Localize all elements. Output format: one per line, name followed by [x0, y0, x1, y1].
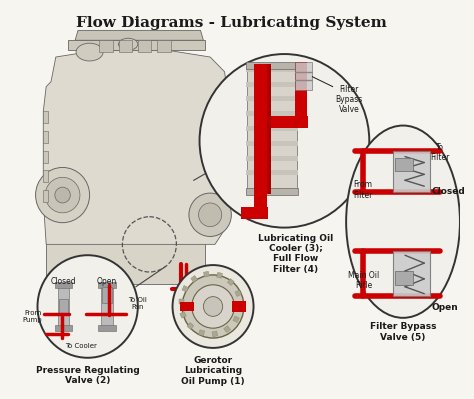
Bar — [267, 64, 271, 194]
Polygon shape — [68, 40, 205, 50]
Bar — [246, 170, 298, 175]
Ellipse shape — [76, 43, 103, 61]
Bar — [271, 116, 308, 128]
Bar — [246, 156, 298, 160]
Ellipse shape — [173, 265, 254, 348]
Bar — [58, 285, 69, 328]
Bar — [157, 40, 171, 52]
Bar — [246, 111, 298, 116]
Text: To Cooler: To Cooler — [65, 343, 97, 349]
Bar — [43, 131, 48, 143]
Text: Flow Diagrams - Lubricating System: Flow Diagrams - Lubricating System — [76, 16, 387, 30]
Text: Lubricating Oil
Cooler (3);
Full Flow
Filter (4): Lubricating Oil Cooler (3); Full Flow Fi… — [258, 233, 334, 274]
Bar — [199, 330, 205, 336]
Bar — [180, 302, 194, 312]
Bar — [180, 312, 186, 318]
Circle shape — [36, 168, 90, 223]
Bar — [237, 304, 243, 309]
Text: Main Oil
Rifle: Main Oil Rifle — [348, 271, 379, 290]
Bar — [246, 188, 298, 195]
Bar — [241, 207, 268, 219]
Bar — [295, 62, 307, 116]
Circle shape — [192, 285, 234, 328]
Text: From
Pump: From Pump — [23, 310, 42, 324]
Bar — [246, 62, 298, 69]
Bar — [247, 64, 297, 192]
Text: Open: Open — [432, 302, 459, 312]
Bar — [395, 158, 413, 172]
Bar — [393, 151, 430, 192]
Bar — [232, 300, 246, 312]
Text: To Oil
Pan: To Oil Pan — [128, 296, 147, 310]
Bar — [217, 272, 222, 278]
Polygon shape — [43, 50, 229, 244]
Bar — [46, 239, 205, 284]
Bar — [182, 285, 188, 292]
Bar — [246, 97, 298, 101]
Bar — [254, 64, 267, 194]
Text: From
Filter: From Filter — [353, 180, 372, 200]
Circle shape — [182, 275, 244, 338]
Bar — [98, 282, 116, 288]
Bar — [43, 170, 48, 182]
Bar — [246, 67, 298, 72]
Bar — [191, 275, 198, 282]
Bar — [98, 325, 116, 331]
Circle shape — [199, 203, 222, 227]
Circle shape — [203, 296, 223, 316]
Ellipse shape — [118, 38, 138, 50]
Text: Filter
Bypass
Valve: Filter Bypass Valve — [336, 85, 363, 115]
Bar — [43, 190, 48, 202]
Bar — [55, 325, 72, 331]
Bar — [118, 40, 132, 52]
Bar — [295, 62, 312, 89]
Bar — [102, 287, 112, 302]
Text: Gerotor
Lubricating
Oil Pump (1): Gerotor Lubricating Oil Pump (1) — [181, 356, 245, 385]
Bar — [246, 126, 298, 131]
Bar — [203, 271, 210, 277]
Text: Filter Bypass
Valve (5): Filter Bypass Valve (5) — [370, 322, 436, 342]
Bar — [393, 251, 430, 296]
Bar — [101, 285, 113, 328]
Ellipse shape — [346, 126, 460, 318]
Circle shape — [45, 177, 80, 213]
Text: Closed: Closed — [432, 187, 466, 196]
Ellipse shape — [37, 255, 138, 358]
Bar — [43, 151, 48, 162]
Bar — [43, 111, 48, 123]
Bar — [228, 279, 234, 286]
Bar — [235, 290, 241, 296]
Bar — [179, 299, 183, 304]
Bar — [212, 331, 218, 337]
Text: Open: Open — [97, 277, 117, 286]
Circle shape — [189, 193, 231, 237]
Bar — [246, 141, 298, 146]
Polygon shape — [75, 30, 203, 40]
Bar — [233, 316, 239, 322]
Bar — [55, 282, 72, 288]
Circle shape — [55, 187, 70, 203]
Text: To
Filter: To Filter — [430, 143, 449, 162]
Bar — [254, 193, 267, 218]
Bar — [138, 40, 151, 52]
Bar — [187, 322, 194, 330]
Bar — [246, 82, 298, 87]
Text: Pressure Regulating
Valve (2): Pressure Regulating Valve (2) — [36, 365, 139, 385]
Bar — [99, 40, 113, 52]
Bar — [59, 298, 68, 314]
Bar — [224, 326, 230, 332]
Ellipse shape — [200, 54, 369, 227]
Text: Closed: Closed — [51, 277, 76, 286]
Bar — [395, 271, 413, 285]
